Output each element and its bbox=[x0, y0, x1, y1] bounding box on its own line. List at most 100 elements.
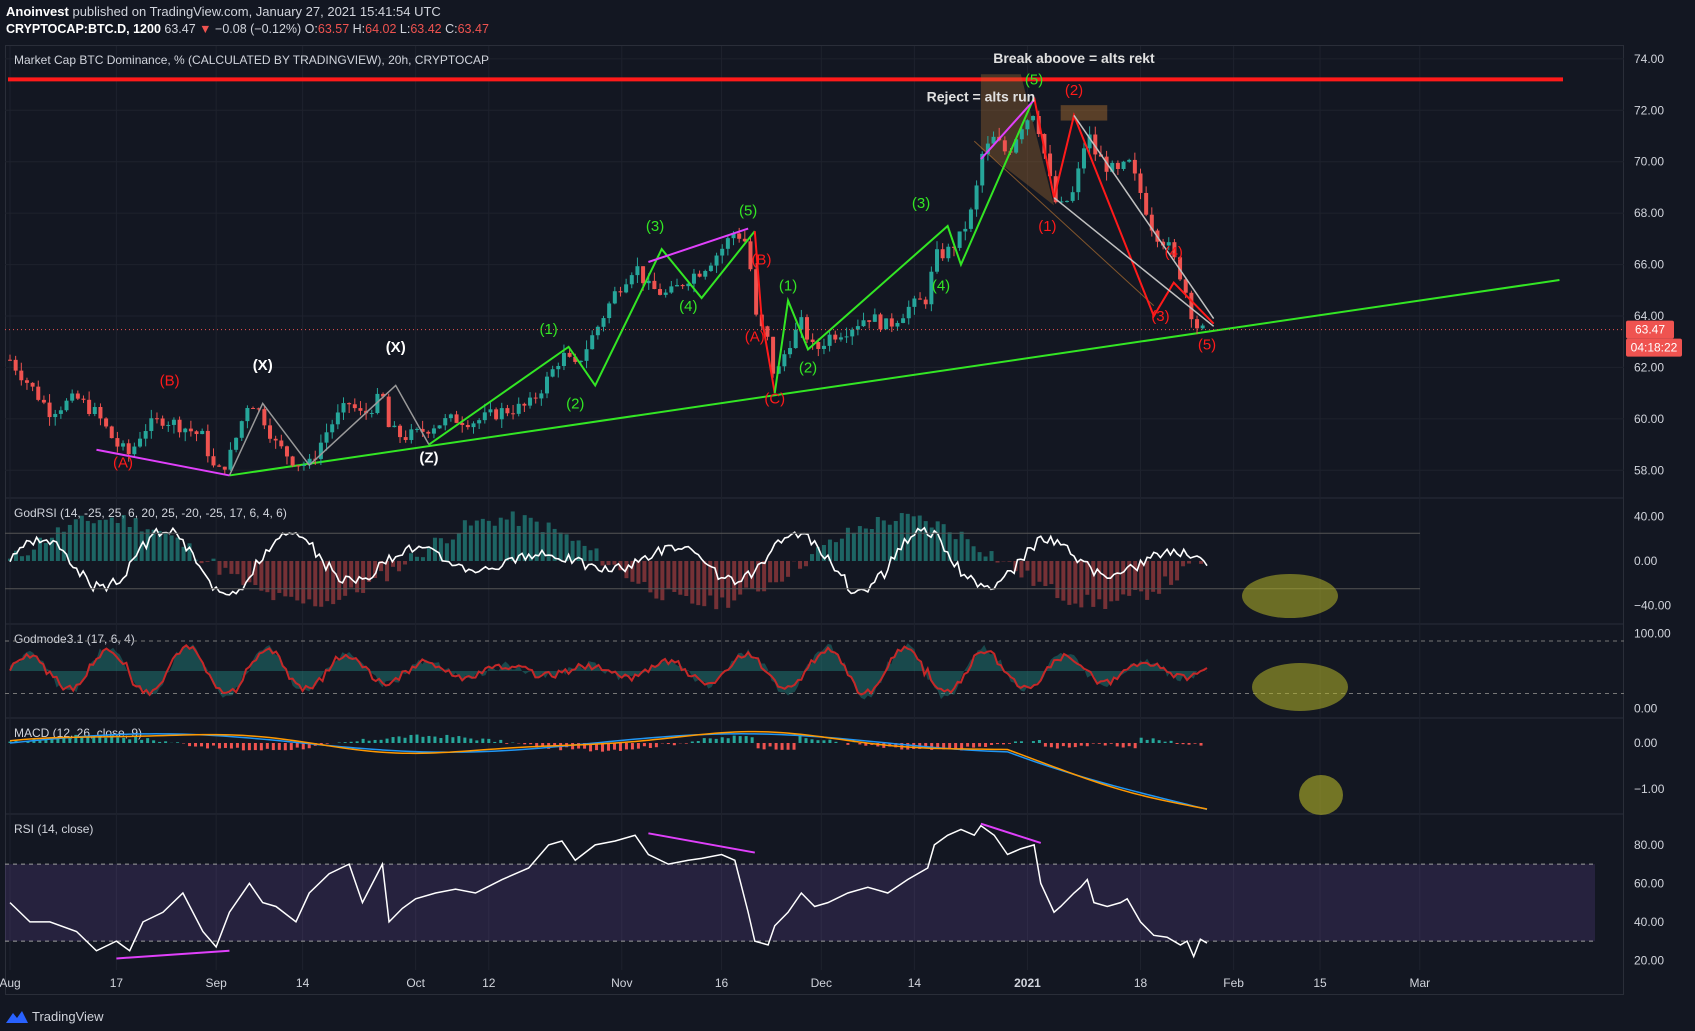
candle-body bbox=[612, 291, 617, 304]
histogram-bar bbox=[1073, 743, 1077, 748]
divergence-line bbox=[980, 822, 1042, 844]
histogram-bar bbox=[1121, 743, 1125, 748]
godrsi-histogram bbox=[8, 511, 1204, 610]
x-tick-label: Oct bbox=[406, 976, 425, 990]
candle-body bbox=[918, 298, 923, 300]
histogram-bar bbox=[367, 740, 371, 743]
histogram-bar bbox=[1091, 561, 1096, 607]
histogram-bar bbox=[188, 743, 192, 747]
histogram-bar bbox=[487, 738, 491, 743]
candle-body bbox=[341, 403, 346, 413]
histogram-bar bbox=[708, 738, 712, 743]
ohlc-close-label: C: bbox=[445, 22, 458, 36]
histogram-bar bbox=[1169, 740, 1173, 743]
candle-body bbox=[58, 410, 63, 414]
histogram-bar bbox=[109, 517, 114, 561]
candle-body bbox=[448, 414, 453, 419]
histogram-bar bbox=[79, 515, 84, 561]
brand-name[interactable]: TradingView bbox=[32, 1008, 104, 1024]
candle-body bbox=[477, 420, 482, 424]
candle-body bbox=[381, 393, 386, 397]
histogram-bar bbox=[678, 561, 683, 595]
x-tick-label: 14 bbox=[296, 976, 310, 990]
candle-body bbox=[533, 397, 538, 399]
histogram-bar bbox=[762, 743, 766, 750]
histogram-bar bbox=[133, 518, 138, 561]
histogram-bar bbox=[331, 561, 336, 605]
histogram-bar bbox=[205, 561, 210, 562]
histogram-bar bbox=[601, 743, 605, 752]
candle-body bbox=[324, 432, 329, 443]
histogram-bar bbox=[595, 743, 599, 751]
y-tick-label: 60.00 bbox=[1634, 876, 1664, 890]
symbol-name[interactable]: CRYPTOCAP:BTC.D, 1200 bbox=[6, 22, 161, 36]
candle-body bbox=[991, 136, 996, 144]
candle-body bbox=[1172, 242, 1177, 258]
histogram-bar bbox=[630, 743, 634, 750]
histogram-bar bbox=[92, 736, 96, 743]
histogram-bar bbox=[91, 523, 96, 561]
histogram-bar bbox=[427, 735, 431, 743]
wave-label: (5) bbox=[739, 203, 757, 220]
histogram-bar bbox=[223, 743, 227, 748]
candle-body bbox=[1002, 140, 1007, 152]
histogram-bar bbox=[1163, 741, 1167, 743]
histogram-bar bbox=[259, 561, 264, 591]
histogram-bar bbox=[684, 561, 689, 597]
candle-body bbox=[431, 428, 436, 434]
histogram-bar bbox=[858, 743, 862, 745]
histogram-bar bbox=[426, 547, 431, 561]
histogram-bar bbox=[534, 521, 539, 561]
macd-histogram bbox=[8, 734, 1203, 752]
candle-body bbox=[460, 422, 465, 425]
candle-body bbox=[799, 317, 804, 330]
histogram-bar bbox=[152, 740, 156, 743]
histogram-bar bbox=[966, 743, 970, 747]
histogram-bar bbox=[223, 561, 228, 568]
highlight-ellipse bbox=[1252, 663, 1348, 711]
candle-body bbox=[561, 352, 566, 367]
symbol-info-line: CRYPTOCAP:BTC.D, 1200 63.47 ▼ −0.08 (−0.… bbox=[6, 22, 489, 36]
candle-body bbox=[1025, 120, 1030, 130]
candle-body bbox=[788, 348, 793, 355]
candle-body bbox=[414, 428, 419, 430]
histogram-bar bbox=[415, 734, 419, 743]
histogram-bar bbox=[235, 743, 239, 748]
candle-body bbox=[494, 409, 499, 420]
candle-body bbox=[1081, 148, 1086, 169]
candle-body bbox=[1019, 129, 1024, 140]
candle-body bbox=[296, 465, 301, 467]
wave-label: (X) bbox=[253, 357, 273, 374]
candle-body bbox=[262, 409, 267, 426]
histogram-bar bbox=[1067, 743, 1071, 748]
histogram-bar bbox=[116, 737, 120, 743]
histogram-bar bbox=[1019, 561, 1024, 578]
histogram-bar bbox=[128, 739, 132, 743]
histogram-bar bbox=[397, 561, 402, 572]
pattern-zone bbox=[1060, 105, 1108, 121]
candle-body bbox=[1200, 325, 1205, 329]
histogram-bar bbox=[553, 743, 557, 747]
histogram-bar bbox=[289, 743, 293, 750]
candle-body bbox=[217, 465, 222, 467]
histogram-bar bbox=[25, 555, 30, 561]
candle-body bbox=[188, 428, 193, 432]
histogram-bar bbox=[839, 538, 844, 561]
histogram-bar bbox=[738, 561, 743, 595]
histogram-bar bbox=[732, 735, 736, 743]
histogram-bar bbox=[468, 525, 473, 561]
candle-body bbox=[183, 428, 188, 433]
candle-body bbox=[166, 424, 171, 426]
histogram-bar bbox=[462, 520, 467, 561]
publisher-name[interactable]: Anoinvest bbox=[6, 4, 69, 19]
abc-wave-line bbox=[753, 231, 776, 394]
histogram-bar bbox=[1097, 561, 1102, 600]
histogram-bar bbox=[115, 523, 120, 561]
candle-body bbox=[1195, 319, 1200, 329]
histogram-bar bbox=[62, 738, 66, 743]
tradingview-logo-icon[interactable] bbox=[6, 1009, 28, 1023]
histogram-bar bbox=[181, 546, 186, 561]
histogram-bar bbox=[493, 741, 497, 743]
y-tick-label: 64.00 bbox=[1634, 309, 1664, 323]
